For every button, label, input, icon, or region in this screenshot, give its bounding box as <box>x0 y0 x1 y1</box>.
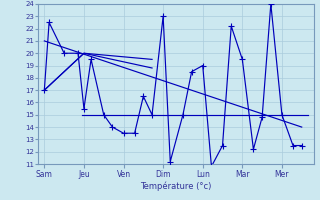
X-axis label: Température (°c): Température (°c) <box>140 181 212 191</box>
